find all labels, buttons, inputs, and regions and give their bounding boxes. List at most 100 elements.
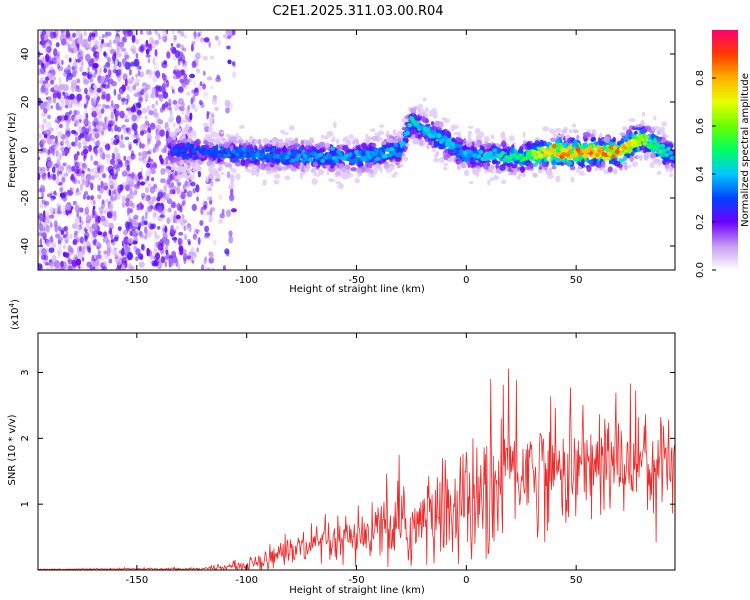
heatmap-cell: [469, 181, 474, 184]
heatmap-cell: [311, 146, 317, 152]
heatmap-cell: [208, 41, 212, 48]
heatmap-cell: [561, 129, 568, 134]
heatmap-cell: [181, 214, 185, 220]
heatmap-cell: [181, 102, 185, 108]
heatmap-cell: [68, 213, 71, 219]
heatmap-cell: [125, 169, 132, 175]
heatmap-cell: [122, 171, 127, 176]
heatmap-cell: [45, 266, 51, 270]
heatmap-cell: [145, 230, 152, 238]
heatmap-cell: [357, 150, 363, 155]
heatmap-cell: [225, 163, 233, 168]
heatmap-cell: [164, 225, 168, 233]
heatmap-cell: [136, 78, 140, 83]
heatmap-cell: [253, 145, 258, 151]
heatmap-cell: [151, 223, 156, 230]
heatmap-cell: [522, 131, 526, 138]
heatmap-cell: [54, 145, 60, 151]
heatmap-cell: [59, 187, 64, 193]
heatmap-cell: [232, 71, 236, 79]
heatmap-cell: [103, 250, 108, 255]
snr-multiplier: (x104): [8, 299, 21, 330]
heatmap-cell: [475, 141, 481, 148]
heatmap-cell: [47, 114, 51, 120]
heatmap-cell: [152, 57, 156, 66]
heatmap-cell: [209, 147, 215, 152]
heatmap-cell: [170, 43, 174, 47]
heatmap-cell: [67, 257, 72, 266]
heatmap-cell: [155, 90, 159, 98]
heatmap-cell: [93, 128, 99, 132]
heatmap-cell: [151, 103, 155, 109]
heatmap-cell: [126, 213, 132, 218]
heatmap-cell: [96, 254, 102, 259]
heatmap-cell: [327, 158, 333, 165]
heatmap-cell: [330, 146, 335, 151]
heatmap-cell: [140, 71, 145, 77]
heatmap-cell: [105, 143, 111, 151]
heatmap-cell: [199, 81, 203, 86]
heatmap-cell: [173, 237, 177, 244]
heatmap-cell: [133, 133, 139, 138]
heatmap-cell: [669, 173, 674, 178]
heatmap-cell: [346, 148, 353, 154]
heatmap-cell: [169, 173, 173, 182]
heatmap-cell: [87, 92, 92, 97]
heatmap-cell: [338, 163, 345, 169]
heatmap-cell: [189, 143, 195, 149]
heatmap-cell: [75, 58, 81, 63]
heatmap-cell: [139, 181, 146, 186]
heatmap-cell: [65, 168, 71, 173]
heatmap-cell: [219, 165, 224, 171]
heatmap-cell: [76, 93, 83, 102]
heatmap-cell: [127, 200, 134, 207]
heatmap-cell: [126, 80, 133, 85]
heatmap-cell: [77, 52, 81, 60]
heatmap-cell: [292, 151, 298, 156]
heatmap-cell: [41, 173, 47, 181]
heatmap-cell: [41, 247, 47, 256]
heatmap-cell: [58, 76, 62, 85]
heatmap-cell: [56, 192, 61, 197]
heatmap-cell: [140, 192, 146, 198]
heatmap-cell: [83, 102, 89, 108]
heatmap-cell: [47, 161, 52, 168]
heatmap-cell: [63, 95, 68, 100]
heatmap-cell: [174, 175, 182, 180]
heatmap-cell: [45, 76, 50, 81]
heatmap-cell: [185, 164, 190, 168]
heatmap-cell: [538, 166, 543, 170]
heatmap-cell: [330, 164, 335, 169]
heatmap-cell: [70, 176, 73, 181]
heatmap-cell: [78, 125, 82, 133]
heatmap-cell: [120, 47, 127, 52]
heatmap-cell: [572, 123, 577, 128]
heatmap-cell: [300, 158, 306, 164]
heatmap-cell: [171, 89, 175, 94]
heatmap-cell: [124, 136, 130, 141]
heatmap-cell: [82, 148, 89, 155]
heatmap-cell: [476, 154, 482, 159]
heatmap-cell: [409, 116, 414, 121]
heatmap-cell: [189, 73, 196, 79]
heatmap-cell: [64, 37, 68, 41]
heatmap-cell: [117, 226, 122, 232]
heatmap-cell: [223, 141, 230, 149]
heatmap-cell: [577, 165, 582, 170]
heatmap-cell: [573, 152, 579, 157]
heatmap-cell: [79, 66, 83, 72]
heatmap-cell: [314, 162, 319, 167]
heatmap-cell: [137, 181, 141, 187]
heatmap-cell: [186, 190, 193, 198]
heatmap-cell: [119, 184, 124, 191]
heatmap-cell: [335, 170, 341, 176]
heatmap-cell: [197, 171, 201, 178]
heatmap-cell: [65, 130, 71, 138]
heatmap-cell: [146, 163, 151, 168]
heatmap-cell: [660, 143, 666, 149]
heatmap-cell: [125, 221, 130, 227]
heatmap-cell: [84, 210, 87, 216]
heatmap-cell: [88, 59, 94, 67]
